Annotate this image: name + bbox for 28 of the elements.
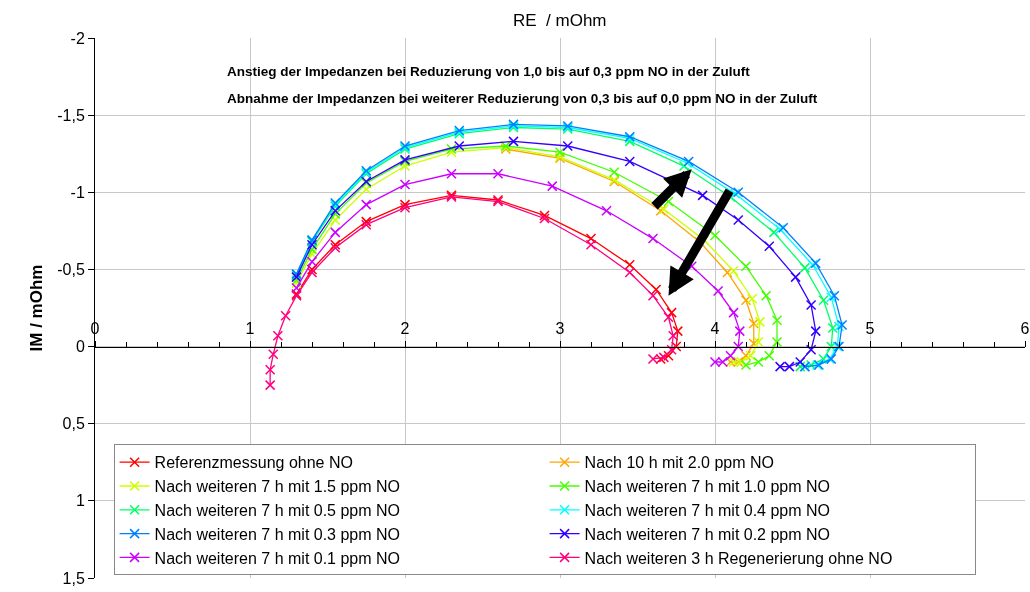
legend-label: Nach weiteren 3 h Regenerierung ohne NO: [584, 549, 893, 567]
legend-label: Nach weiteren 7 h mit 0.4 ppm NO: [584, 502, 831, 520]
x-tick-label: 4: [710, 320, 720, 338]
x-tick-label: 6: [1020, 320, 1030, 338]
y-tick-label: -1,5: [57, 106, 85, 124]
y-tick-label: -0,5: [57, 261, 85, 279]
x-tick-label: 1: [245, 320, 255, 338]
annotation: Abnahme der Impedanzen bei weiterer Reduzierung von 0,3 bis auf 0,0 ppm NO in der Zuluft: [227, 91, 818, 106]
x-tick-label: 2: [400, 320, 410, 338]
legend-label: Nach weiteren 7 h mit 1.5 ppm NO: [154, 478, 401, 496]
y-tick-label: 0,5: [62, 415, 85, 433]
legend-label: Referenzmessung ohne NO: [154, 454, 353, 472]
x-tick-label: 3: [555, 320, 565, 338]
annotation: Anstieg der Impedanzen bei Reduzierung von 1,0 bis auf 0,3 ppm NO in der Zuluft: [227, 64, 751, 79]
legend-label: Nach weiteren 7 h mit 0.2 ppm NO: [584, 525, 831, 543]
y-tick-label: 1,5: [62, 569, 85, 587]
y-tick-label: -2: [70, 29, 85, 47]
legend-label: Nach weiteren 7 h mit 0.3 ppm NO: [154, 525, 401, 543]
y-axis-title: IM / mOhm: [26, 264, 46, 352]
y-tick-label: 0: [75, 338, 85, 356]
legend-label: Nach weiteren 7 h mit 0.5 ppm NO: [154, 502, 401, 520]
legend-label: Nach weiteren 7 h mit 0.1 ppm NO: [154, 549, 401, 567]
legend-label: Nach 10 h mit 2.0 ppm NO: [584, 454, 775, 472]
x-axis-title: RE / mOhm: [513, 11, 607, 30]
legend-label: Nach weiteren 7 h mit 1.0 ppm NO: [584, 478, 831, 496]
y-tick-label: 1: [75, 492, 85, 510]
x-tick-label: 5: [865, 320, 875, 338]
y-tick-label: -1: [70, 183, 85, 201]
